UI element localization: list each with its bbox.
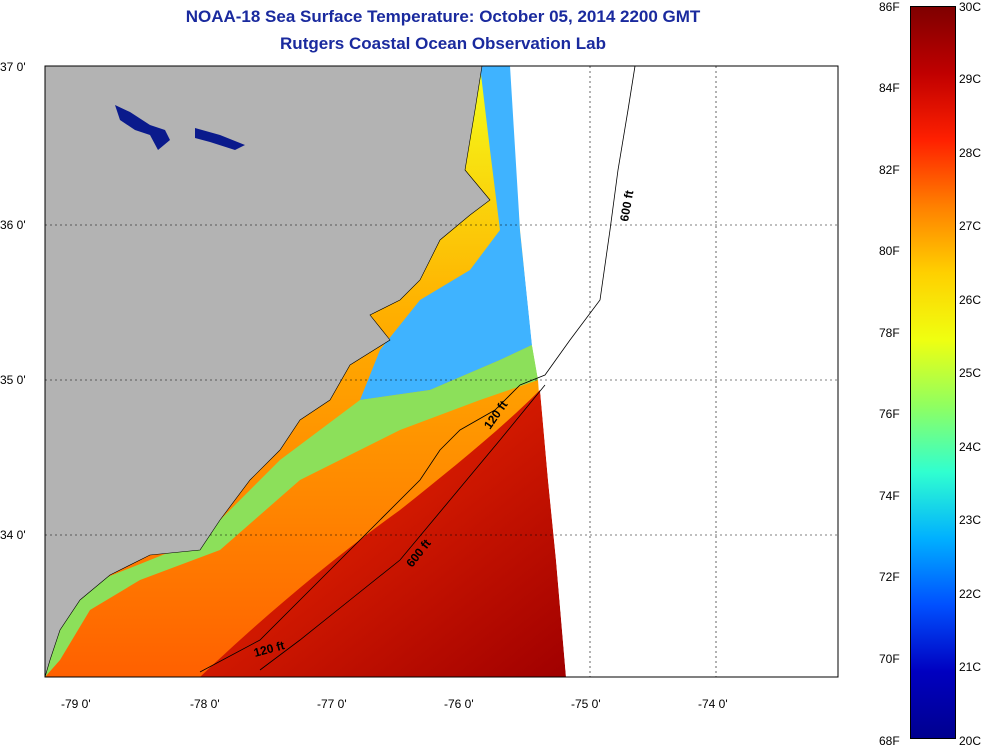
celsius-label: 28C [959, 146, 982, 160]
celsius-label: 23C [959, 513, 982, 527]
no-data-region [510, 66, 838, 677]
lat-label: 35 0' [0, 373, 26, 387]
lat-label: 37 0' [0, 60, 26, 74]
lon-label: -76 0' [444, 697, 474, 711]
lon-label: -78 0' [190, 697, 220, 711]
fahrenheit-label: 86F [879, 0, 900, 14]
plot-frame [44, 65, 839, 678]
lat-lon-grid [45, 66, 838, 677]
celsius-label: 26C [959, 293, 982, 307]
land-mass [45, 66, 491, 677]
fahrenheit-label: 82F [879, 163, 900, 177]
inland-water-2 [195, 128, 245, 150]
contour-600ft-north [519, 66, 636, 386]
celsius-label: 29C [959, 72, 982, 86]
lon-label: -79 0' [61, 697, 91, 711]
fahrenheit-label: 84F [879, 81, 900, 95]
lat-label: 34 0' [0, 528, 26, 542]
lon-label: -75 0' [571, 697, 601, 711]
warm-water-region [200, 390, 566, 677]
celsius-label: 24C [959, 440, 982, 454]
lat-label: 36 0' [0, 218, 26, 232]
lon-label: -74 0' [698, 697, 728, 711]
fahrenheit-label: 76F [879, 407, 900, 421]
celsius-label: 27C [959, 219, 982, 233]
fahrenheit-label: 70F [879, 652, 900, 666]
celsius-label: 21C [959, 660, 982, 674]
celsius-label: 22C [959, 587, 982, 601]
sst-map: 600 ft 120 ft 600 ft 120 ft 37 0' 36 0' … [0, 60, 839, 711]
fahrenheit-label: 74F [879, 489, 900, 503]
fahrenheit-label: 72F [879, 570, 900, 584]
temperature-colorbar [910, 6, 956, 739]
map-title: NOAA-18 Sea Surface Temperature: October… [185, 7, 701, 26]
inland-water [115, 105, 170, 150]
nearshore-green [45, 345, 538, 677]
map-subtitle: Rutgers Coastal Ocean Observation Lab [280, 34, 606, 53]
celsius-label: 30C [959, 0, 982, 14]
lon-label: -77 0' [317, 697, 347, 711]
contour-label-600-north: 600 ft [617, 189, 636, 222]
celsius-label: 20C [959, 734, 982, 748]
fahrenheit-label: 80F [879, 244, 900, 258]
fahrenheit-label: 78F [879, 326, 900, 340]
contour-600ft-south [259, 384, 546, 671]
fahrenheit-label: 68F [879, 734, 900, 748]
sound-water-cool [360, 66, 532, 400]
celsius-label: 25C [959, 366, 982, 380]
contour-120ft [199, 384, 521, 673]
